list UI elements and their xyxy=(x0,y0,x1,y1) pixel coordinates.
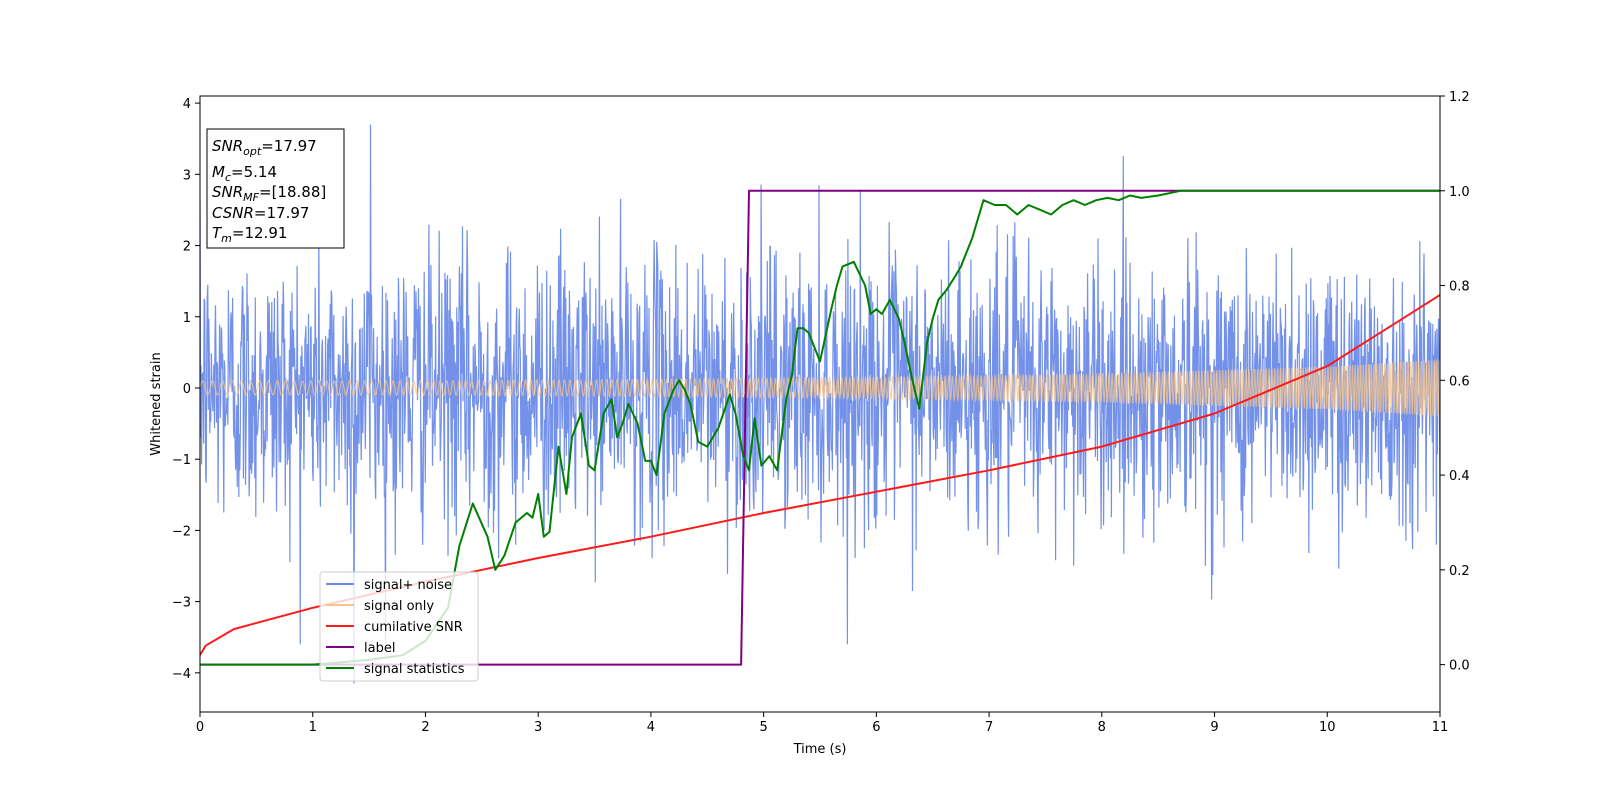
annotation-chirp-mass: Mc=5.14 xyxy=(212,163,277,184)
y2-tick-label: 0.4 xyxy=(1449,469,1470,484)
series-cumulative-snr xyxy=(200,294,1440,656)
x-tick-label: 10 xyxy=(1319,720,1336,735)
legend-label-label: label xyxy=(364,641,395,656)
y-tick-label: 3 xyxy=(183,168,191,183)
x-axis: 0 1 2 3 4 5 6 7 8 9 10 11 xyxy=(196,712,1448,735)
annotation-frame xyxy=(206,128,345,249)
y-axis-label: Whitened strain xyxy=(149,352,164,455)
legend-frame xyxy=(319,571,479,682)
annotation-snr-opt: SNRopt=17.97 xyxy=(212,137,317,158)
y-tick-label: −1 xyxy=(172,453,191,468)
y-tick-label: −3 xyxy=(172,596,191,611)
y2-tick-label: 0.0 xyxy=(1449,659,1470,674)
y2-tick-label: 1.0 xyxy=(1449,185,1470,200)
legend-label-cumulative-snr: cumilative SNR xyxy=(364,620,463,635)
x-tick-label: 5 xyxy=(759,720,767,735)
y2-tick-label: 0.6 xyxy=(1449,374,1470,389)
y-axis-right: 0.0 0.2 0.4 0.6 0.8 1.0 1.2 xyxy=(1440,90,1470,674)
legend-label-signal-noise: signal+ noise xyxy=(364,578,452,593)
y2-tick-label: 0.8 xyxy=(1449,280,1470,295)
y-tick-label: 0 xyxy=(183,382,191,397)
annotation-snr-mf: SNRMF=[18.88] xyxy=(212,183,326,204)
x-tick-label: 1 xyxy=(309,720,317,735)
legend-label-signal-only: signal only xyxy=(364,599,434,614)
series-signal-noise xyxy=(200,124,1440,684)
series-signal-statistics xyxy=(200,189,1440,666)
x-tick-label: 2 xyxy=(421,720,429,735)
x-tick-label: 11 xyxy=(1432,720,1449,735)
x-tick-label: 7 xyxy=(985,720,993,735)
y2-tick-label: 0.2 xyxy=(1449,564,1470,579)
series-signal-only xyxy=(200,359,1440,417)
y-tick-label: −2 xyxy=(172,524,191,539)
plot-frame xyxy=(199,95,1441,713)
stats-annotation-box: SNRopt=17.97 Mc=5.14 SNRMF=[18.88] CSNR=… xyxy=(206,128,345,249)
x-tick-label: 4 xyxy=(647,720,655,735)
annotation-csnr: CSNR=17.97 xyxy=(212,204,309,222)
x-tick-label: 8 xyxy=(1098,720,1106,735)
x-tick-label: 6 xyxy=(872,720,880,735)
y-tick-label: 2 xyxy=(183,240,191,255)
x-tick-label: 3 xyxy=(534,720,542,735)
y2-tick-label: 1.2 xyxy=(1449,90,1470,105)
y-tick-label: 4 xyxy=(183,97,191,112)
legend-label-signal-statistics: signal statistics xyxy=(364,662,465,677)
annotation-tm: Tm=12.91 xyxy=(212,224,287,245)
legend: signal+ noise signal only cumilative SNR… xyxy=(319,571,479,682)
y-tick-label: 1 xyxy=(183,311,191,326)
x-axis-label: Time (s) xyxy=(793,742,847,757)
x-tick-label: 9 xyxy=(1210,720,1218,735)
y-tick-label: −4 xyxy=(172,667,191,682)
y-axis-left: −4 −3 −2 −1 0 1 2 3 4 xyxy=(172,97,200,682)
x-tick-label: 0 xyxy=(196,720,204,735)
